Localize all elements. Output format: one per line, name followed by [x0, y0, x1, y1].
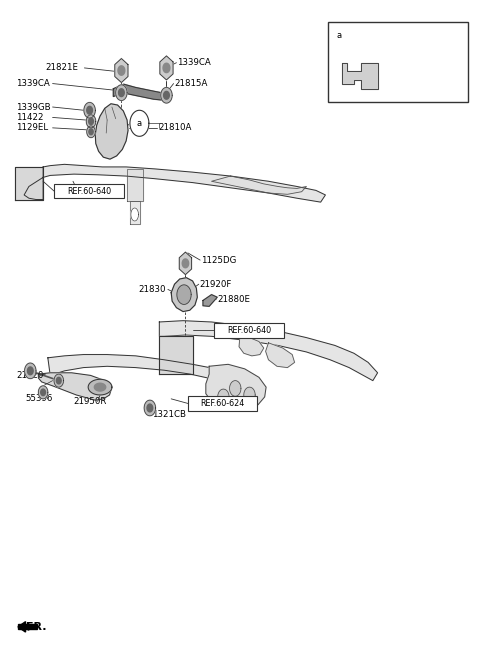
Polygon shape: [330, 24, 347, 47]
Polygon shape: [127, 169, 143, 202]
Polygon shape: [86, 115, 96, 128]
Text: 21880E: 21880E: [217, 295, 250, 304]
Polygon shape: [203, 294, 217, 306]
Text: 21819B: 21819B: [350, 31, 385, 40]
Polygon shape: [24, 177, 43, 200]
Text: 21950R: 21950R: [73, 397, 107, 406]
Text: 11422: 11422: [16, 113, 44, 122]
Polygon shape: [38, 373, 112, 400]
Polygon shape: [18, 624, 37, 629]
Polygon shape: [95, 383, 106, 391]
Text: 55396: 55396: [25, 394, 53, 403]
Polygon shape: [130, 202, 140, 224]
Text: a: a: [336, 31, 341, 40]
Polygon shape: [38, 386, 48, 399]
Polygon shape: [244, 387, 255, 403]
Polygon shape: [89, 118, 94, 125]
FancyBboxPatch shape: [188, 396, 257, 411]
Polygon shape: [115, 58, 128, 83]
Text: REF.60-624: REF.60-624: [200, 399, 244, 408]
Text: 21830: 21830: [138, 285, 166, 294]
Polygon shape: [27, 367, 33, 374]
Polygon shape: [218, 389, 229, 405]
Polygon shape: [160, 56, 173, 80]
Polygon shape: [171, 278, 197, 311]
Text: REF.60-640: REF.60-640: [227, 326, 271, 335]
Text: 21920: 21920: [16, 371, 43, 380]
Polygon shape: [161, 87, 172, 103]
Polygon shape: [119, 89, 124, 97]
Polygon shape: [147, 404, 153, 412]
Text: 1129EL: 1129EL: [16, 124, 48, 132]
FancyBboxPatch shape: [214, 323, 284, 338]
Polygon shape: [41, 389, 46, 396]
Polygon shape: [118, 66, 125, 75]
Polygon shape: [54, 374, 63, 387]
Polygon shape: [14, 167, 43, 200]
Polygon shape: [342, 62, 378, 89]
Polygon shape: [87, 126, 96, 137]
Text: 21821E: 21821E: [46, 64, 78, 72]
FancyBboxPatch shape: [54, 184, 124, 198]
Text: 21815A: 21815A: [175, 79, 208, 88]
Polygon shape: [179, 252, 192, 275]
FancyBboxPatch shape: [328, 22, 468, 102]
Polygon shape: [131, 208, 138, 221]
Polygon shape: [87, 106, 93, 114]
Polygon shape: [88, 379, 112, 395]
Polygon shape: [48, 355, 254, 388]
Text: 1125DG: 1125DG: [201, 256, 237, 265]
Polygon shape: [89, 129, 93, 135]
Polygon shape: [43, 164, 325, 202]
Polygon shape: [163, 63, 170, 73]
Polygon shape: [56, 377, 61, 384]
Polygon shape: [229, 380, 241, 396]
Text: 21810A: 21810A: [158, 124, 192, 132]
Text: 1339GB: 1339GB: [16, 102, 51, 112]
Text: 1339CA: 1339CA: [16, 79, 50, 88]
Text: 21920F: 21920F: [200, 280, 232, 288]
Polygon shape: [113, 84, 168, 101]
Polygon shape: [116, 85, 127, 101]
Text: FR.: FR.: [25, 622, 46, 632]
Polygon shape: [265, 343, 295, 367]
Polygon shape: [144, 400, 156, 416]
Polygon shape: [18, 622, 25, 632]
Polygon shape: [182, 259, 189, 268]
Text: 1339CA: 1339CA: [178, 58, 211, 67]
Polygon shape: [164, 91, 169, 99]
Polygon shape: [24, 363, 36, 378]
Polygon shape: [206, 365, 266, 411]
Polygon shape: [96, 104, 128, 159]
Text: a: a: [137, 119, 142, 128]
Polygon shape: [239, 335, 264, 356]
Polygon shape: [130, 110, 149, 136]
Text: 1321CB: 1321CB: [152, 410, 186, 419]
Text: REF.60-640: REF.60-640: [67, 187, 111, 196]
Polygon shape: [177, 285, 191, 304]
Polygon shape: [84, 102, 96, 118]
Polygon shape: [159, 321, 378, 380]
Polygon shape: [212, 176, 306, 194]
Polygon shape: [159, 336, 192, 374]
